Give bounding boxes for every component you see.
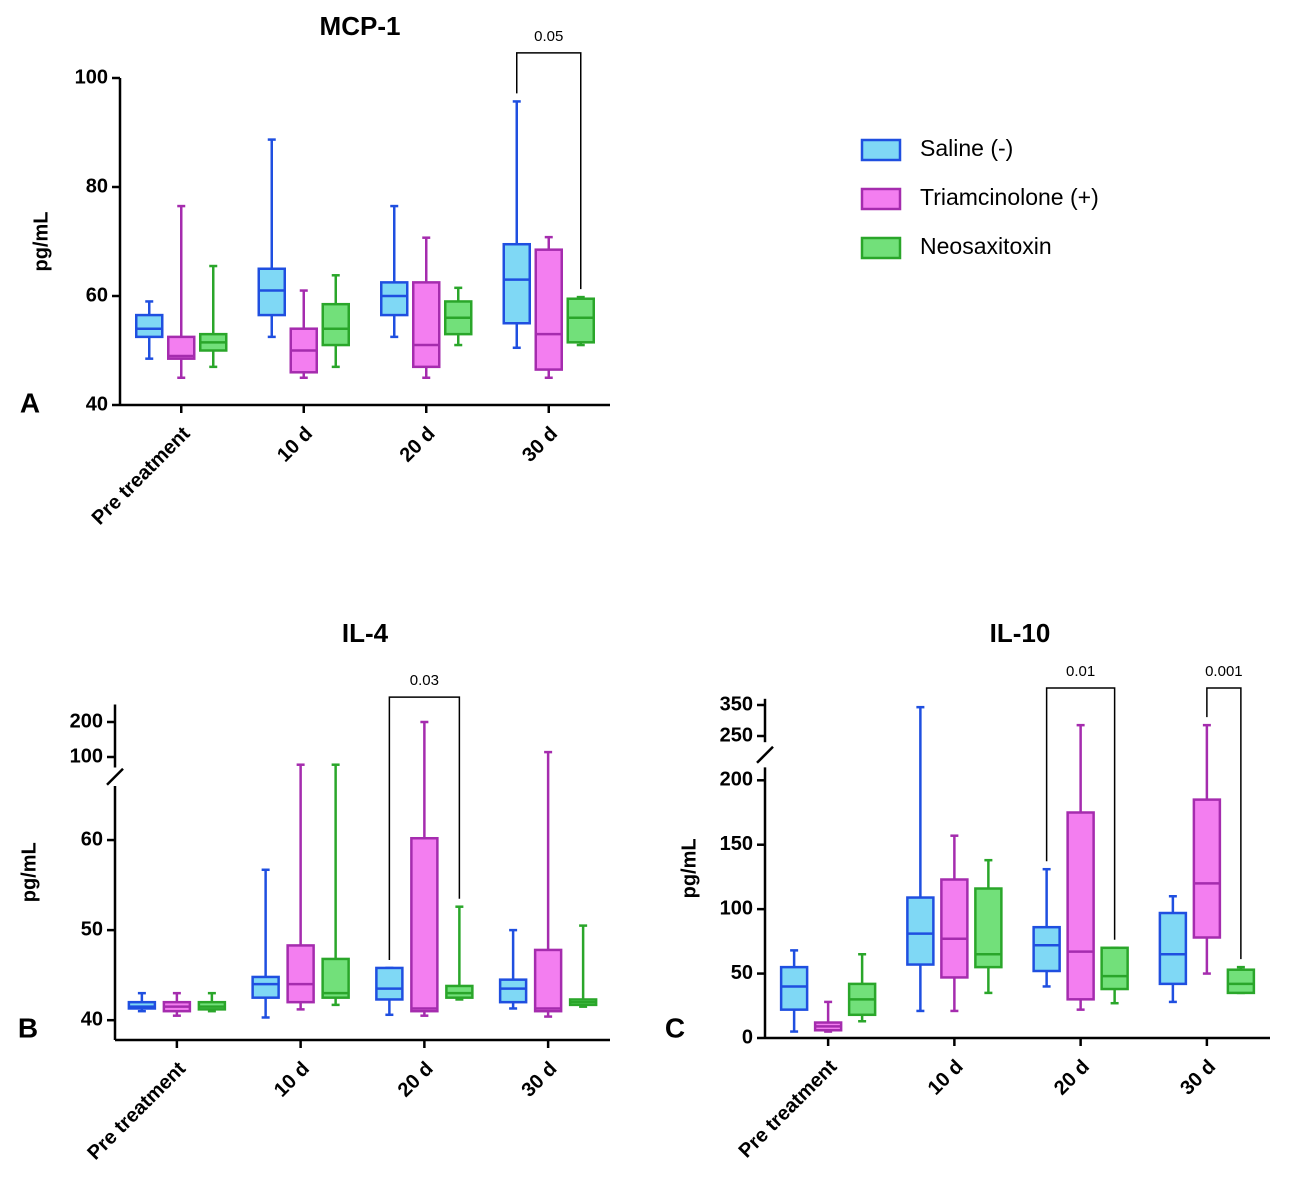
axis-break [756,745,774,764]
box [1066,811,1095,1001]
significance-label: 0.001 [1205,663,1243,680]
y-axis-label: pg/mL [30,212,52,272]
box [286,944,315,1004]
y-axis-label: pg/mL [18,842,40,902]
y-tick-label: 50 [731,962,753,984]
legend-swatch [860,138,902,162]
y-tick-label: 100 [70,745,103,767]
box [410,836,439,1013]
axis-break [106,767,124,786]
box [412,281,441,369]
y-tick-label: 250 [720,724,753,746]
x-tick-label: Pre treatment [88,422,195,529]
box [321,957,350,999]
box [375,966,404,1001]
panel-letter: B [18,1012,38,1043]
box [1100,946,1129,991]
significance-label: 0.05 [534,28,563,45]
box [251,975,280,999]
x-tick-label: 30 d [518,1058,562,1102]
significance-bracket [1045,687,1116,940]
panel-letter: A [20,387,40,418]
box [321,302,350,347]
x-tick-label: Pre treatment [735,1055,842,1162]
box [135,313,164,339]
x-tick-label: 20 d [396,423,440,467]
significance-bracket [516,52,582,290]
box [940,878,969,979]
significance-label: 0.03 [410,672,439,689]
x-tick-label: Pre treatment [83,1057,190,1164]
box [167,335,196,360]
chart-title: IL-10 [990,618,1051,648]
x-tick-label: 30 d [1176,1056,1220,1100]
box [380,281,409,317]
y-tick-label: 40 [86,393,108,415]
box [127,1000,157,1010]
y-tick-label: 40 [81,1008,103,1030]
box [534,248,563,371]
y-axis-label: pg/mL [678,838,700,898]
x-tick-label: 30 d [518,423,562,467]
box [445,984,474,999]
x-tick-label: 10 d [924,1056,968,1100]
legend-swatch [860,187,902,211]
box [533,948,563,1013]
y-tick-label: 200 [70,710,103,732]
box [498,978,528,1004]
box [257,267,286,317]
y-tick-label: 350 [720,693,753,715]
box [779,965,809,1011]
significance-bracket [1206,687,1242,960]
legend-label: Neosaxitoxin [920,233,1052,259]
y-tick-label: 100 [75,66,108,88]
box [1032,925,1061,973]
legend-label: Saline (-) [920,135,1013,161]
y-tick-label: 100 [720,897,753,919]
legend-label: Triamcinolone (+) [920,184,1099,210]
box [906,896,935,966]
chart-title: IL-4 [342,618,389,648]
panel-letter: C [665,1012,685,1043]
y-tick-label: 200 [720,769,753,791]
x-tick-label: 10 d [273,423,317,467]
significance-bracket [388,696,461,960]
y-tick-label: 50 [81,918,103,940]
box [566,297,595,344]
x-tick-label: 10 d [270,1058,314,1102]
chart-title: MCP-1 [320,11,401,41]
significance-label: 0.01 [1066,663,1095,680]
box [1158,911,1188,986]
box [502,242,531,325]
x-tick-label: 20 d [1050,1056,1094,1100]
legend-swatch [860,236,902,260]
box [1192,798,1222,939]
x-tick-label: 20 d [394,1058,438,1102]
y-tick-label: 150 [720,833,753,855]
y-tick-label: 60 [86,284,108,306]
box [1226,968,1256,995]
y-tick-label: 80 [86,175,108,197]
y-tick-label: 0 [742,1026,753,1048]
y-tick-label: 60 [81,828,103,850]
